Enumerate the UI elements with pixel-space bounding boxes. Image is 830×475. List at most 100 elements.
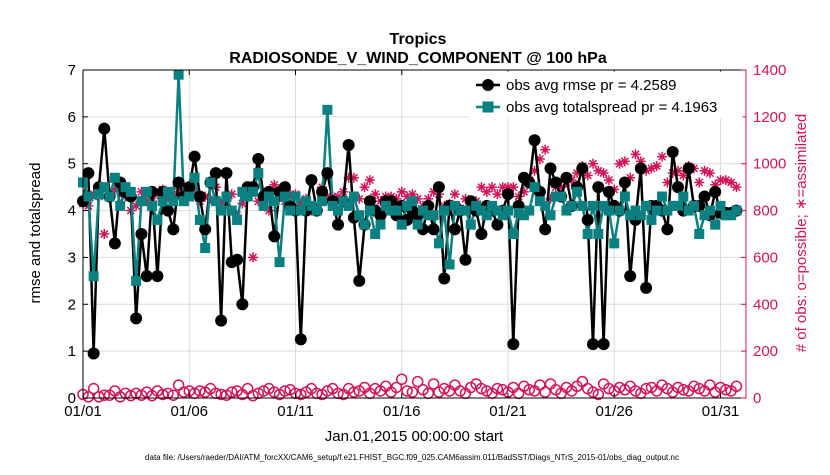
- totalspread-point: [550, 191, 561, 202]
- obs-possible-point: [396, 373, 408, 386]
- chart-subtitle: RADIOSONDE_V_WIND_COMPONENT @ 100 hPa: [229, 50, 607, 67]
- rmse-point: [140, 270, 153, 283]
- totalspread-point: [455, 205, 466, 216]
- rmse-point: [172, 176, 185, 189]
- totalspread-point: [566, 200, 577, 211]
- totalspread-point: [487, 200, 498, 211]
- rmse-point: [597, 338, 610, 351]
- rmse-point: [316, 185, 329, 198]
- totalspread-point: [327, 200, 338, 211]
- rmse-point: [268, 230, 281, 243]
- totalspread-point: [497, 210, 508, 221]
- axes-layer: 01/01 01/06 01/11 01/16 01/21 01/26 01/31 0 1 2 3 4…: [64, 62, 786, 420]
- obs-possible-point: [369, 382, 381, 395]
- totalspread-point: [715, 200, 726, 211]
- obs-assimilated-point: [487, 182, 498, 193]
- y-axis-label-right: # of obs: o=possible; ∗=assimilated: [793, 114, 810, 353]
- totalspread-point: [301, 196, 312, 207]
- asterisk-stroke: [397, 187, 406, 196]
- totalspread-point: [391, 205, 402, 216]
- asterisk-stroke: [700, 166, 709, 175]
- asterisk-stroke: [599, 169, 608, 178]
- rmse-point: [167, 223, 180, 236]
- totalspread-point: [673, 200, 683, 211]
- totalspread-point: [354, 210, 365, 221]
- rmse-point: [666, 146, 679, 158]
- obs-possible-point: [714, 381, 727, 394]
- y-tick-label-right: 600: [753, 249, 778, 266]
- totalspread-point: [333, 205, 343, 216]
- rmse-point: [661, 223, 674, 236]
- rmse-point: [634, 162, 647, 175]
- obs-possible-point: [438, 382, 450, 395]
- totalspread-point: [513, 207, 524, 218]
- y-tick-label-right: 1000: [753, 156, 786, 173]
- totalspread-point: [178, 196, 189, 207]
- rmse-point: [252, 153, 265, 166]
- totalspread-point: [364, 205, 375, 216]
- totalspread-point: [205, 177, 216, 188]
- totalspread-point: [279, 191, 290, 202]
- obs-possible-point: [194, 385, 206, 397]
- totalspread-point: [444, 259, 455, 270]
- obs-assimilated-point: [492, 189, 503, 200]
- obs-assimilated-point: [603, 175, 614, 186]
- totalspread-point: [402, 200, 413, 211]
- x-tick-label: 01/11: [277, 403, 313, 420]
- rmse-point: [698, 190, 711, 203]
- rmse-point: [576, 162, 589, 175]
- obs-assimilated-point: [651, 161, 662, 172]
- totalspread-point: [577, 200, 588, 211]
- totalspread-point: [317, 196, 328, 207]
- totalspread-point: [115, 200, 126, 211]
- totalspread-point: [651, 205, 662, 216]
- y-axis-label-left: rmse and totalspread: [27, 163, 44, 304]
- totalspread-point: [163, 186, 173, 197]
- totalspread-point: [561, 205, 572, 216]
- obs-possible-point: [411, 375, 424, 388]
- totalspread-point: [710, 219, 721, 230]
- obs-possible-point: [587, 386, 599, 398]
- totalspread-point: [258, 200, 269, 211]
- totalspread-point: [104, 191, 115, 202]
- totalspread-point: [423, 210, 434, 221]
- totalspread-point: [603, 205, 614, 216]
- rmse-point: [640, 281, 653, 294]
- totalspread-point: [625, 210, 636, 221]
- obs-assimilated-point: [364, 175, 375, 186]
- y-tick-label-right: 0: [753, 390, 761, 407]
- totalspread-point: [226, 205, 237, 216]
- obs-assimilated-point: [99, 229, 110, 239]
- totalspread-point: [173, 69, 184, 80]
- totalspread-point: [253, 168, 264, 179]
- rmse-point: [363, 195, 376, 208]
- y-tick-label-left: 3: [68, 249, 76, 266]
- totalspread-point: [641, 200, 652, 211]
- totalspread-point: [657, 191, 668, 202]
- obs-assimilated-point: [508, 182, 519, 193]
- rmse-point: [618, 176, 631, 189]
- obs-possible-point: [98, 389, 110, 401]
- rmse-point: [236, 298, 249, 311]
- rmse-point: [539, 223, 552, 236]
- rmse-point: [682, 162, 695, 175]
- totalspread-point: [678, 191, 689, 202]
- totalspread-point: [465, 219, 476, 230]
- totalspread-point: [375, 219, 386, 230]
- totalspread-point: [720, 210, 731, 221]
- obs-possible-point: [93, 391, 105, 403]
- totalspread-point: [232, 214, 243, 225]
- totalspread-point: [221, 191, 232, 202]
- rmse-point: [448, 223, 461, 236]
- asterisk-stroke: [588, 159, 598, 168]
- totalspread-point: [476, 205, 487, 216]
- rmse-point: [353, 274, 366, 287]
- x-tick-label: 01/26: [595, 403, 633, 420]
- totalspread-point: [460, 205, 471, 216]
- totalspread-point: [141, 186, 152, 197]
- rmse-point: [602, 185, 615, 198]
- totalspread-point: [646, 214, 657, 225]
- totalspread-point: [492, 205, 503, 216]
- rmse-point: [215, 314, 228, 327]
- y-tick-label-left: 0: [68, 390, 76, 407]
